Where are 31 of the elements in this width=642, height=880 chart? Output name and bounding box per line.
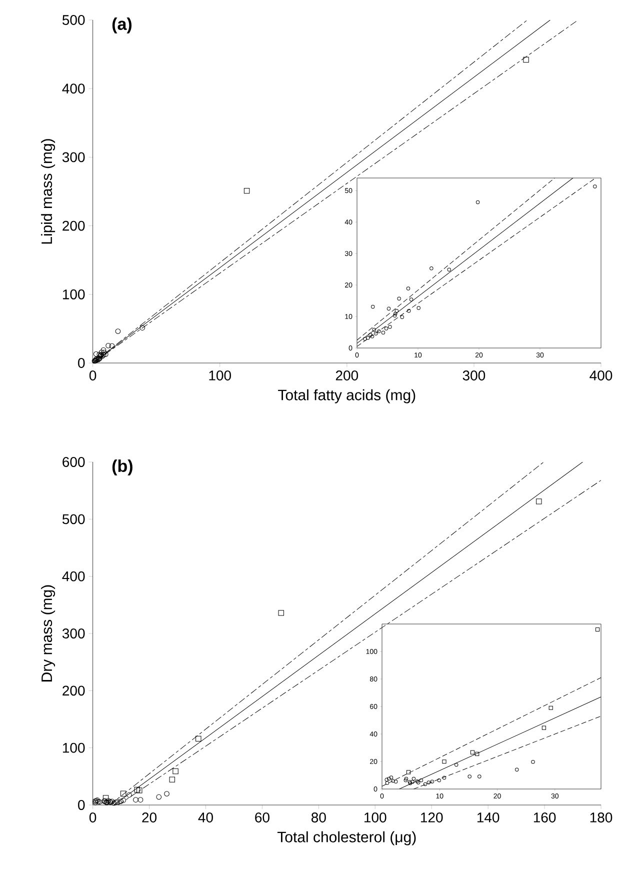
x-tick-label: 20 bbox=[142, 812, 157, 822]
x-axis-title: Total cholesterol (μg) bbox=[277, 831, 416, 846]
x-tick-label: 400 bbox=[590, 370, 612, 380]
x-axis-title: Total fatty acids (mg) bbox=[278, 389, 416, 404]
x-tick-label: 80 bbox=[311, 812, 326, 822]
y-tick-label: 100 bbox=[62, 289, 85, 300]
y-tick-label: 500 bbox=[62, 514, 85, 524]
y-tick-label: 0 bbox=[78, 800, 85, 810]
chart-title: (a) bbox=[112, 18, 132, 34]
x-tick-label: 0 bbox=[89, 370, 96, 380]
y-tick-label: 300 bbox=[62, 152, 85, 162]
y-axis-title: Lipid mass (mg) bbox=[41, 139, 56, 244]
x-tick-label: 100 bbox=[209, 370, 231, 380]
y-tick-label: 100 bbox=[62, 742, 85, 753]
x-tick-label: 40 bbox=[198, 812, 213, 822]
chart-title: (b) bbox=[112, 460, 132, 476]
y-tick-label: 400 bbox=[62, 571, 85, 582]
x-tick-label: 140 bbox=[477, 812, 500, 822]
y-tick-label: 200 bbox=[62, 686, 85, 696]
y-axis-title: Dry mass (mg) bbox=[41, 585, 56, 682]
y-tick-label: 600 bbox=[62, 457, 85, 467]
x-tick-label: 0 bbox=[89, 812, 96, 822]
x-tick-label: 60 bbox=[255, 812, 270, 822]
x-tick-label: 160 bbox=[534, 812, 556, 822]
y-tick-label: 400 bbox=[62, 84, 85, 94]
x-tick-label: 180 bbox=[590, 812, 612, 822]
y-tick-label: 500 bbox=[62, 15, 85, 25]
y-tick-label: 200 bbox=[62, 220, 85, 231]
x-tick-label: 300 bbox=[462, 370, 486, 380]
y-tick-label: 300 bbox=[62, 628, 85, 638]
x-tick-label: 120 bbox=[420, 812, 443, 822]
